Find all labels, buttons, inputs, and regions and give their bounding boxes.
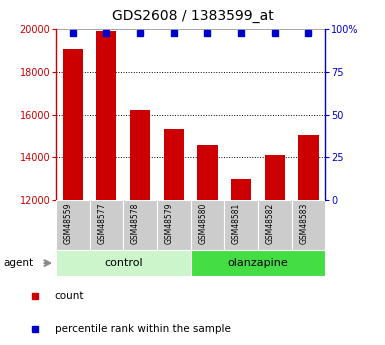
Bar (298, 135, 318, 200)
Bar (197, 145, 218, 200)
Bar (130, 110, 150, 200)
Bar (292, 200, 325, 250)
Bar (123, 200, 157, 250)
Text: count: count (55, 291, 84, 301)
Text: GSM48559: GSM48559 (64, 203, 73, 244)
Text: GSM48583: GSM48583 (300, 203, 308, 244)
Bar (258, 200, 292, 250)
Bar (191, 250, 325, 276)
Text: olanzapine: olanzapine (228, 258, 288, 268)
Text: GSM48581: GSM48581 (232, 203, 241, 244)
Bar (96, 31, 116, 200)
Text: agent: agent (4, 258, 34, 268)
Text: control: control (104, 258, 142, 268)
Bar (157, 200, 191, 250)
Text: GDS2608 / 1383599_at: GDS2608 / 1383599_at (112, 9, 273, 23)
Bar (89, 200, 123, 250)
Bar (231, 179, 251, 200)
Text: GSM48579: GSM48579 (165, 203, 174, 244)
Text: GSM48577: GSM48577 (97, 203, 106, 244)
Bar (62, 49, 83, 200)
Bar (224, 200, 258, 250)
Text: GSM48578: GSM48578 (131, 203, 140, 244)
Text: percentile rank within the sample: percentile rank within the sample (55, 324, 231, 334)
Text: GSM48582: GSM48582 (266, 203, 275, 244)
Bar (265, 155, 285, 200)
Bar (56, 200, 89, 250)
Bar (164, 129, 184, 200)
Bar (191, 200, 224, 250)
Bar (56, 250, 191, 276)
Text: GSM48580: GSM48580 (198, 203, 208, 244)
